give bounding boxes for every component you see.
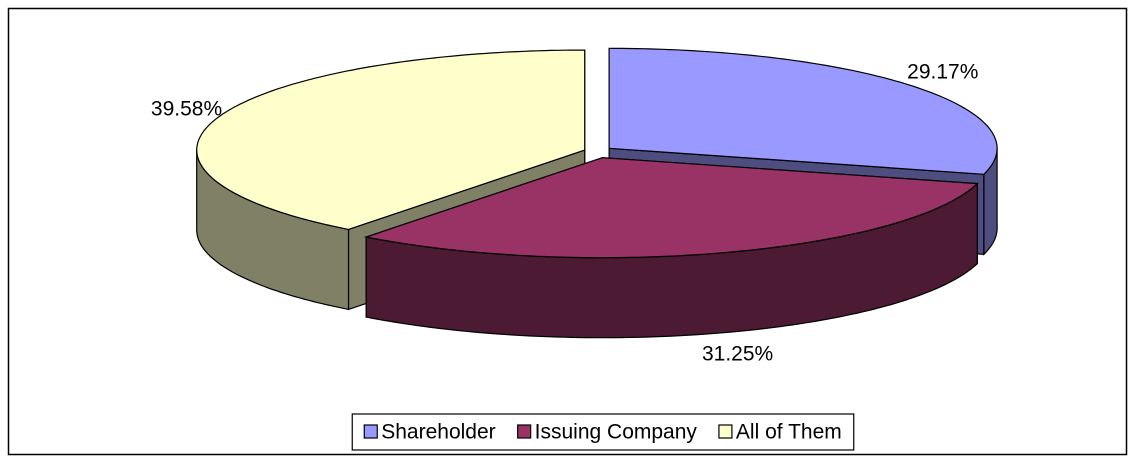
data-label: 39.58% — [151, 98, 222, 121]
legend-swatch — [718, 424, 733, 439]
data-label: 29.17% — [907, 60, 978, 83]
slice — [363, 157, 979, 259]
legend-label: Shareholder — [381, 421, 495, 444]
slice — [608, 47, 998, 175]
legend-swatch — [363, 424, 378, 439]
legend-label: All of Them — [736, 421, 842, 444]
slice — [196, 49, 586, 231]
data-label: 31.25% — [702, 343, 773, 366]
legend-box — [351, 413, 855, 451]
legend-label: Issuing Company — [535, 421, 698, 444]
legend-swatch — [517, 424, 532, 439]
legend: Shareholder Issuing Company All of Them — [351, 413, 855, 451]
